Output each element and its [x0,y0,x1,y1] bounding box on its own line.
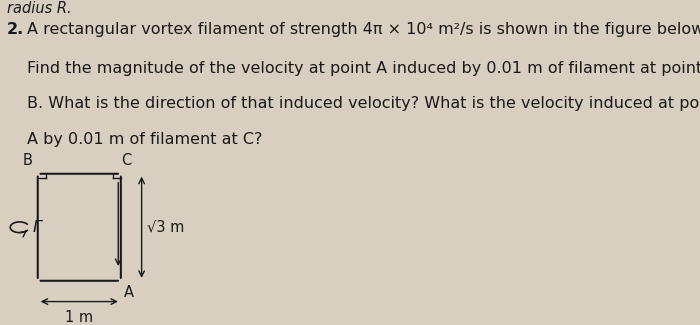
Text: B: B [22,153,32,168]
Text: A by 0.01 m of filament at C?: A by 0.01 m of filament at C? [27,132,262,147]
Text: 1 m: 1 m [65,310,93,325]
Text: √3 m: √3 m [147,220,184,235]
Text: radius R.: radius R. [6,1,71,16]
Text: Γ: Γ [32,220,41,235]
Text: C: C [121,153,131,168]
Text: A: A [123,285,134,300]
Text: B. What is the direction of that induced velocity? What is the velocity induced : B. What is the direction of that induced… [27,97,700,111]
Text: 2.: 2. [6,22,24,37]
Text: A rectangular vortex filament of strength 4π × 10⁴ m²/s is shown in the figure b: A rectangular vortex filament of strengt… [27,22,700,37]
Text: Find the magnitude of the velocity at point A induced by 0.01 m of filament at p: Find the magnitude of the velocity at po… [27,61,700,76]
